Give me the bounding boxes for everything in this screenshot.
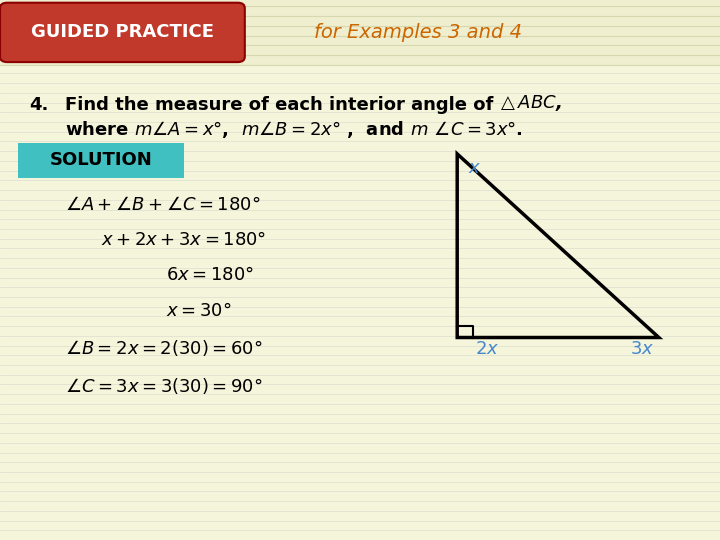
Text: $\angle C = 3x = 3(30) = 90°$: $\angle C = 3x = 3(30) = 90°$	[65, 376, 263, 396]
FancyBboxPatch shape	[18, 143, 184, 178]
Text: $\triangle$$ABC$,: $\triangle$$ABC$,	[497, 92, 562, 113]
Text: $2x$: $2x$	[475, 340, 500, 358]
Text: for Examples 3 and 4: for Examples 3 and 4	[314, 23, 521, 42]
Text: $x + 2x + 3x = 180°$: $x + 2x + 3x = 180°$	[101, 231, 266, 249]
Text: SOLUTION: SOLUTION	[50, 151, 152, 170]
Text: $\angle B = 2x = 2(30) = 60°$: $\angle B = 2x = 2(30) = 60°$	[65, 338, 262, 359]
Text: 4.: 4.	[29, 96, 48, 114]
Text: $3x$: $3x$	[630, 340, 654, 358]
Text: $\angle A + \angle B + \angle C = 180°$: $\angle A + \angle B + \angle C = 180°$	[65, 196, 261, 214]
Text: Find the measure of each interior angle of: Find the measure of each interior angle …	[65, 96, 500, 114]
Text: $x$: $x$	[468, 159, 481, 177]
FancyBboxPatch shape	[0, 3, 245, 62]
FancyBboxPatch shape	[0, 0, 720, 65]
Text: $x = 30°$: $x = 30°$	[166, 301, 231, 320]
Text: GUIDED PRACTICE: GUIDED PRACTICE	[31, 23, 214, 42]
Text: $6x = 180°$: $6x = 180°$	[166, 266, 253, 285]
Text: where $m\angle A = x°$,  $m\angle B = 2x°$ ,  and $m$ $\angle C = 3x°$.: where $m\angle A = x°$, $m\angle B = 2x°…	[65, 119, 523, 140]
